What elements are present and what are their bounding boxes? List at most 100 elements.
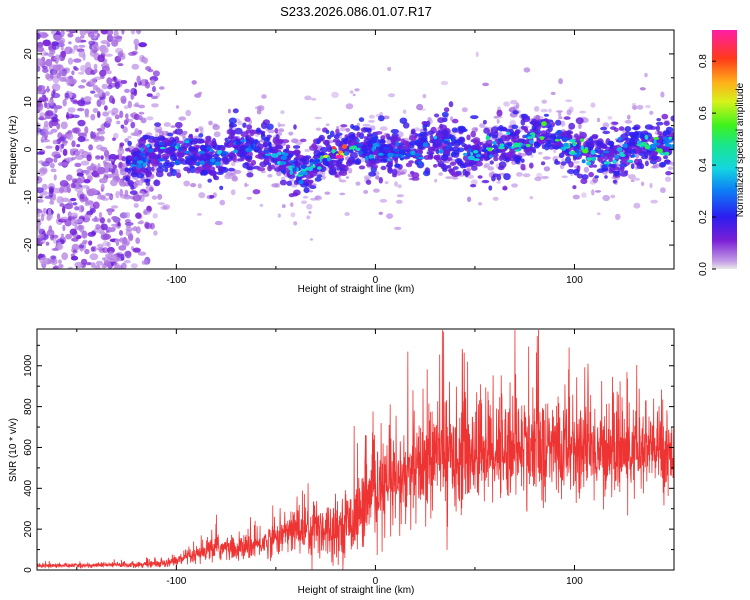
heatmap-halo-blob — [634, 177, 640, 181]
heatmap-halo-blob — [440, 80, 449, 86]
heatmap-noise-blob — [100, 155, 104, 160]
heatmap-ridge-blob — [256, 127, 261, 133]
heatmap-halo-blob — [399, 171, 406, 175]
heatmap-halo-blob — [394, 226, 402, 230]
heatmap-noise-blob — [45, 157, 54, 164]
heatmap-halo-blob — [565, 99, 573, 103]
heatmap-ridge-blob — [175, 121, 183, 129]
heatmap-halo-blob — [553, 148, 557, 154]
heatmap-halo-blob — [594, 190, 602, 193]
heatmap-noise-blob — [108, 227, 116, 233]
heatmap-core-blob — [413, 153, 421, 157]
heatmap-ridge-blob — [434, 113, 440, 118]
heatmap-ridge-blob — [366, 163, 373, 167]
heatmap-core-blob — [387, 158, 391, 162]
heatmap-noise-blob — [146, 205, 152, 213]
snr-frame — [36, 328, 675, 571]
heatmap-core-blob — [368, 154, 375, 160]
heatmap-ridge-blob — [244, 116, 251, 122]
heatmap-halo-blob — [475, 51, 479, 58]
heatmap-halo-blob — [304, 148, 311, 153]
heatmap-core-blob — [463, 152, 468, 157]
heatmap-noise-blob — [72, 150, 80, 156]
heatmap-halo-blob — [137, 179, 143, 186]
heatmap-noise-blob — [41, 65, 48, 70]
heatmap-core-blob — [157, 158, 165, 162]
heatmap-noise-blob — [37, 213, 41, 218]
heatmap-ridge-blob — [266, 134, 272, 139]
heatmap-core-blob — [276, 151, 282, 156]
heatmap-halo-blob — [309, 238, 314, 241]
heatmap-x-tick-label: 100 — [566, 275, 583, 286]
heatmap-ridge-blob — [554, 158, 559, 164]
heatmap-halo-blob — [467, 174, 475, 179]
heatmap-noise-blob — [61, 134, 66, 139]
heatmap-y-tick-label: -20 — [23, 237, 34, 252]
heatmap-core-blob — [418, 156, 425, 160]
heatmap-noise-blob — [51, 151, 61, 158]
heatmap-core-blob — [233, 149, 238, 154]
heatmap-core-blob — [344, 151, 348, 156]
heatmap-halo-blob — [548, 108, 552, 113]
heatmap-ridge-blob — [157, 153, 162, 158]
heatmap-noise-blob — [45, 145, 53, 149]
heatmap-ridge-blob — [491, 175, 496, 182]
heatmap-noise-blob — [60, 216, 69, 222]
heatmap-noise-blob — [60, 197, 70, 202]
heatmap-ridge-blob — [329, 130, 335, 138]
heatmap-noise-blob — [131, 63, 140, 70]
heatmap-ridge-blob — [165, 147, 174, 154]
heatmap-halo-blob — [145, 210, 151, 214]
heatmap-halo-blob — [321, 175, 326, 180]
heatmap-noise-blob — [37, 32, 41, 40]
heatmap-core-blob — [556, 135, 562, 140]
heatmap-ridge-blob — [361, 144, 368, 151]
heatmap-ridge-blob — [216, 171, 224, 176]
heatmap-noise-blob — [120, 80, 128, 84]
heatmap-core-blob — [355, 147, 361, 151]
heatmap-ridge-blob — [451, 172, 460, 178]
heatmap-ridge-blob — [612, 179, 618, 184]
heatmap-halo-blob — [496, 180, 502, 184]
heatmap-ridge-blob — [433, 164, 438, 168]
heatmap-core-blob — [590, 149, 596, 155]
heatmap-noise-blob — [93, 76, 102, 81]
heatmap-noise-blob — [78, 71, 85, 75]
heatmap-ridge-blob — [335, 140, 344, 147]
heatmap-noise-blob — [142, 57, 148, 64]
heatmap-halo-blob — [277, 122, 281, 128]
heatmap-core-blob — [481, 148, 488, 153]
heatmap-noise-blob — [85, 171, 90, 175]
heatmap-core-blob — [308, 166, 313, 171]
heatmap-ridge-blob — [162, 164, 171, 169]
heatmap-ridge-blob — [451, 127, 458, 133]
heatmap-core-blob — [473, 150, 479, 154]
heatmap-halo-blob — [579, 110, 586, 114]
heatmap-noise-blob — [41, 183, 48, 191]
heatmap-noise-blob — [90, 113, 96, 121]
heatmap-ridge-blob — [433, 154, 439, 160]
heatmap-core-blob — [250, 144, 254, 149]
heatmap-noise-blob — [37, 238, 41, 246]
heatmap-x-axis-label: Height of straight line (km) — [298, 284, 415, 295]
heatmap-halo-blob — [509, 120, 516, 126]
heatmap-ridge-blob — [340, 124, 348, 128]
heatmap-core-blob — [644, 144, 651, 150]
heatmap-noise-blob — [96, 166, 106, 175]
heatmap-core-blob — [298, 180, 304, 185]
heatmap-ridge-blob — [205, 135, 212, 142]
heatmap-halo-blob — [375, 175, 380, 180]
heatmap-halo-blob — [281, 204, 286, 209]
heatmap-ridge-blob — [197, 140, 206, 144]
heatmap-ridge-blob — [636, 162, 643, 166]
heatmap-noise-blob — [101, 263, 106, 269]
heatmap-noise-blob — [122, 126, 128, 133]
heatmap-ridge-blob — [309, 185, 317, 190]
heatmap-noise-blob — [50, 128, 58, 133]
heatmap-ridge-blob — [198, 133, 204, 138]
heatmap-halo-blob — [496, 118, 500, 124]
heatmap-halo-blob — [306, 215, 311, 220]
heatmap-ridge-blob — [180, 143, 189, 149]
